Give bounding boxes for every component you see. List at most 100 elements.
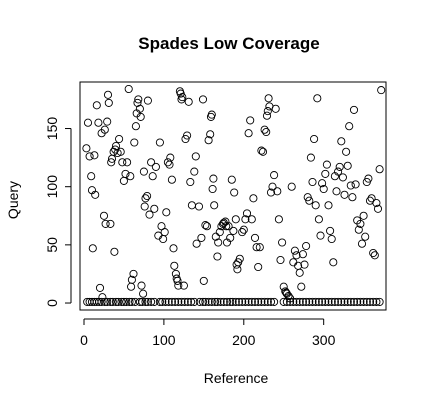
data-point-106 bbox=[100, 212, 107, 219]
data-point-141 bbox=[141, 203, 148, 210]
data-point-132 bbox=[132, 123, 139, 130]
data-point-209 bbox=[234, 266, 241, 273]
data-point-139 bbox=[140, 290, 147, 297]
y-tick-label-1: 50 bbox=[44, 237, 60, 253]
data-point-262 bbox=[314, 95, 321, 102]
data-point-247 bbox=[290, 259, 297, 266]
data-point-269 bbox=[325, 202, 332, 209]
data-point-235 bbox=[272, 105, 279, 112]
data-point-251 bbox=[296, 269, 303, 276]
data-point-96 bbox=[88, 173, 95, 180]
data-point-144 bbox=[144, 97, 151, 104]
data-point-160 bbox=[170, 245, 177, 252]
data-point-227 bbox=[263, 128, 270, 135]
data-point-189 bbox=[209, 185, 216, 192]
x-tick-label-2: 200 bbox=[232, 332, 256, 348]
data-point-95 bbox=[86, 153, 93, 160]
data-point-229 bbox=[264, 108, 271, 115]
data-point-102 bbox=[95, 119, 102, 126]
data-point-277 bbox=[338, 138, 345, 145]
data-point-207 bbox=[232, 216, 239, 223]
data-point-157 bbox=[166, 161, 173, 168]
data-point-281 bbox=[344, 162, 351, 169]
data-point-176 bbox=[191, 168, 198, 175]
data-point-254 bbox=[301, 261, 308, 268]
data-point-154 bbox=[161, 229, 168, 236]
data-point-93 bbox=[83, 145, 90, 152]
data-point-142 bbox=[142, 195, 149, 202]
data-point-248 bbox=[291, 247, 298, 254]
data-point-239 bbox=[279, 239, 286, 246]
data-point-161 bbox=[171, 262, 178, 269]
x-tick-label-1: 100 bbox=[152, 332, 176, 348]
data-point-286 bbox=[352, 181, 359, 188]
data-point-126 bbox=[125, 85, 132, 92]
data-point-222 bbox=[255, 263, 262, 270]
data-point-291 bbox=[360, 212, 367, 219]
data-point-280 bbox=[343, 148, 350, 155]
data-point-147 bbox=[149, 173, 156, 180]
data-point-271 bbox=[328, 235, 335, 242]
data-point-146 bbox=[148, 159, 155, 166]
data-point-226 bbox=[261, 126, 268, 133]
data-point-123 bbox=[120, 177, 127, 184]
data-point-151 bbox=[156, 139, 163, 146]
data-point-103 bbox=[96, 284, 103, 291]
data-point-140 bbox=[140, 168, 147, 175]
data-point-219 bbox=[250, 195, 257, 202]
y-axis-label: Query bbox=[5, 181, 21, 219]
data-point-175 bbox=[188, 202, 195, 209]
data-point-279 bbox=[341, 191, 348, 198]
data-point-278 bbox=[339, 174, 346, 181]
data-point-111 bbox=[105, 99, 112, 106]
data-point-191 bbox=[211, 202, 218, 209]
data-point-148 bbox=[151, 205, 158, 212]
data-point-125 bbox=[124, 159, 131, 166]
data-point-110 bbox=[104, 91, 111, 98]
data-point-261 bbox=[312, 202, 319, 209]
data-point-237 bbox=[275, 216, 282, 223]
data-point-259 bbox=[309, 178, 316, 185]
y-tick-label-0: 0 bbox=[44, 299, 60, 307]
data-point-216 bbox=[245, 130, 252, 137]
data-points bbox=[83, 85, 385, 305]
x-tick-label-0: 0 bbox=[80, 332, 88, 348]
data-point-138 bbox=[138, 282, 145, 289]
data-point-101 bbox=[93, 102, 100, 109]
data-point-174 bbox=[187, 178, 194, 185]
data-point-297 bbox=[370, 249, 377, 256]
data-point-270 bbox=[327, 227, 334, 234]
data-point-131 bbox=[131, 139, 138, 146]
data-point-181 bbox=[199, 96, 206, 103]
data-point-98 bbox=[89, 245, 96, 252]
data-point-267 bbox=[322, 170, 329, 177]
data-point-128 bbox=[128, 283, 135, 290]
data-point-177 bbox=[192, 153, 199, 160]
data-point-206 bbox=[231, 189, 238, 196]
data-point-217 bbox=[247, 117, 254, 124]
data-point-276 bbox=[336, 163, 343, 170]
data-point-268 bbox=[323, 161, 330, 168]
data-point-153 bbox=[160, 235, 167, 242]
data-point-194 bbox=[215, 239, 222, 246]
data-point-143 bbox=[144, 192, 151, 199]
data-point-109 bbox=[104, 118, 111, 125]
data-point-234 bbox=[271, 172, 278, 179]
data-point-155 bbox=[163, 209, 170, 216]
x-axis: 0 100 200 300 bbox=[80, 319, 335, 348]
data-point-264 bbox=[317, 232, 324, 239]
data-point-255 bbox=[303, 242, 310, 249]
data-point-285 bbox=[350, 106, 357, 113]
data-point-179 bbox=[195, 203, 202, 210]
data-point-246 bbox=[288, 183, 295, 190]
x-tick-label-3: 300 bbox=[312, 332, 336, 348]
x-axis-label: Reference bbox=[204, 370, 269, 386]
data-point-272 bbox=[330, 259, 337, 266]
data-point-301 bbox=[376, 166, 383, 173]
data-point-260 bbox=[311, 135, 318, 142]
data-point-112 bbox=[107, 220, 114, 227]
data-point-193 bbox=[214, 253, 221, 260]
data-point-230 bbox=[265, 95, 272, 102]
data-point-180 bbox=[198, 234, 205, 241]
